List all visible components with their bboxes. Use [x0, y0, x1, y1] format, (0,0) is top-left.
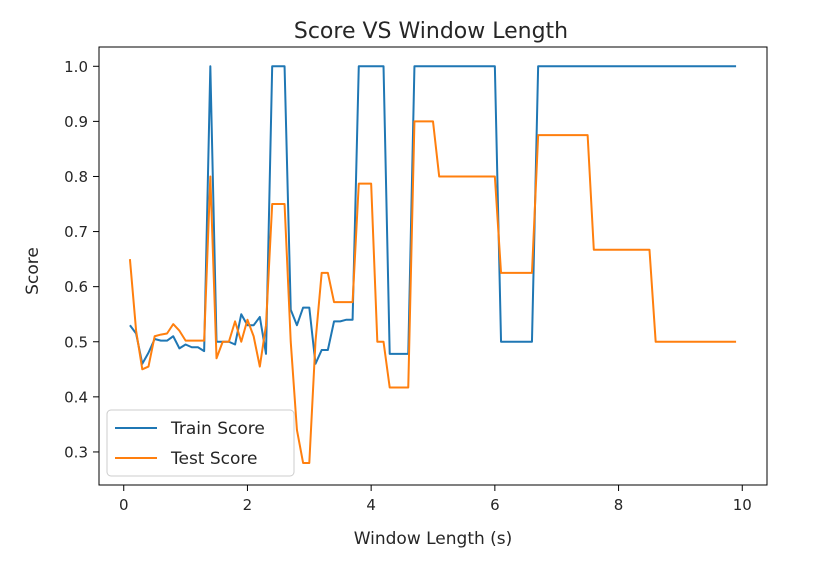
- series-line-test-score: [128, 120, 737, 464]
- legend-box: [106, 409, 295, 477]
- x-tick-label: 10: [733, 496, 752, 514]
- axes: 0 2 4 6 8 10 0.3 0.4 0.5 0.6 0.7 0.8 0.9 1.0: [64, 46, 768, 514]
- y-tick-label: 1.0: [64, 58, 88, 76]
- y-tick-label: 0.5: [64, 333, 88, 351]
- axes-frame: [98, 46, 768, 486]
- y-tick-label: 0.9: [64, 113, 88, 131]
- legend-label-train-score: Train Score: [170, 419, 265, 439]
- x-tick-label: 6: [490, 496, 500, 514]
- plot-area: [128, 65, 737, 464]
- y-tick-label: 0.6: [64, 278, 88, 296]
- legend-label-test-score: Test Score: [170, 449, 258, 469]
- y-tick-label: 0.8: [64, 168, 88, 186]
- x-tick-label: 0: [119, 496, 129, 514]
- chart-title: Score VS Window Length: [294, 19, 568, 44]
- y-tick-label: 0.3: [64, 443, 88, 461]
- x-tick-label: 8: [614, 496, 624, 514]
- x-tick-label: 2: [243, 496, 253, 514]
- y-tick-label: 0.7: [64, 223, 88, 241]
- x-axis-label: Window Length (s): [354, 529, 513, 549]
- legend: Train Score Test Score: [106, 409, 295, 477]
- x-tick-label: 4: [366, 496, 376, 514]
- y-tick-label: 0.4: [64, 388, 88, 406]
- y-axis-label: Score: [23, 247, 43, 295]
- series-line-train-score: [129, 65, 737, 365]
